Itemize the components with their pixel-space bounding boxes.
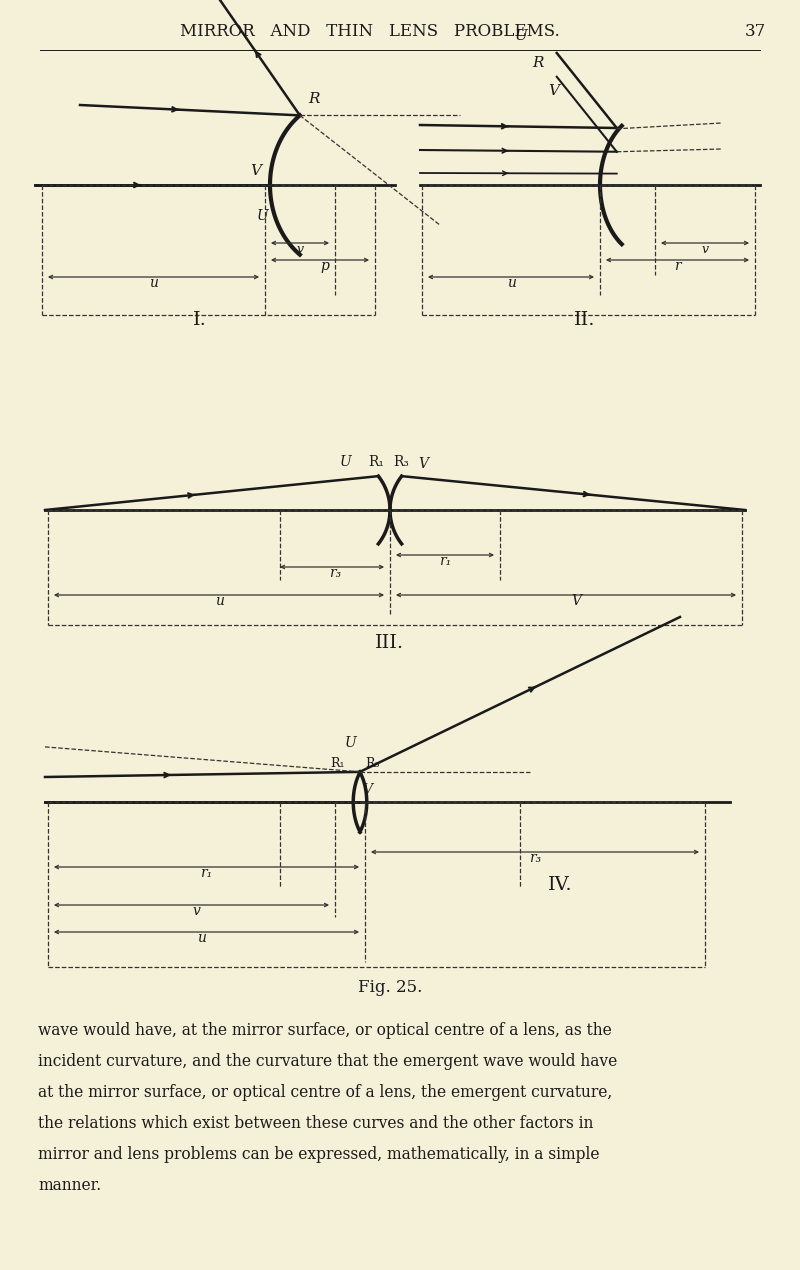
Text: 37: 37 xyxy=(744,24,766,41)
Text: u: u xyxy=(214,594,223,608)
Text: II.: II. xyxy=(574,311,596,329)
Text: v: v xyxy=(297,243,303,257)
Text: manner.: manner. xyxy=(38,1177,102,1194)
Text: incident curvature, and the curvature that the emergent wave would have: incident curvature, and the curvature th… xyxy=(38,1053,618,1071)
Text: u: u xyxy=(149,276,158,290)
Text: Fig. 25.: Fig. 25. xyxy=(358,979,422,997)
Text: IV.: IV. xyxy=(548,876,572,894)
Text: MIRROR   AND   THIN   LENS   PROBLEMS.: MIRROR AND THIN LENS PROBLEMS. xyxy=(180,24,560,41)
Text: III.: III. xyxy=(375,634,405,652)
Text: V: V xyxy=(250,164,261,178)
Text: V: V xyxy=(571,594,581,608)
Text: wave would have, at the mirror surface, or optical centre of a lens, as the: wave would have, at the mirror surface, … xyxy=(38,1022,612,1039)
Text: u: u xyxy=(506,276,515,290)
Text: r₁: r₁ xyxy=(200,866,213,880)
Text: V: V xyxy=(362,782,372,796)
Text: U: U xyxy=(340,455,352,469)
Text: R₁: R₁ xyxy=(368,455,384,469)
Text: U: U xyxy=(515,29,528,43)
Text: V: V xyxy=(418,457,428,471)
Text: the relations which exist between these curves and the other factors in: the relations which exist between these … xyxy=(38,1115,594,1132)
Text: r₃: r₃ xyxy=(329,566,341,580)
Text: U: U xyxy=(345,735,357,749)
Text: r: r xyxy=(674,259,681,273)
Text: u: u xyxy=(197,931,206,945)
Text: U: U xyxy=(257,210,269,224)
Text: r₃: r₃ xyxy=(529,851,541,865)
Text: R₃: R₃ xyxy=(365,757,379,770)
Text: at the mirror surface, or optical centre of a lens, the emergent curvature,: at the mirror surface, or optical centre… xyxy=(38,1085,612,1101)
Text: v: v xyxy=(193,904,201,918)
Text: p: p xyxy=(321,259,330,273)
Text: R₃: R₃ xyxy=(393,455,409,469)
Text: R: R xyxy=(532,56,543,70)
Text: mirror and lens problems can be expressed, mathematically, in a simple: mirror and lens problems can be expresse… xyxy=(38,1146,599,1163)
Text: v: v xyxy=(702,243,709,257)
Text: r₁: r₁ xyxy=(439,554,451,568)
Text: V: V xyxy=(548,84,559,98)
Text: R₁: R₁ xyxy=(330,757,345,770)
Text: I.: I. xyxy=(193,311,207,329)
Text: R: R xyxy=(308,93,319,107)
